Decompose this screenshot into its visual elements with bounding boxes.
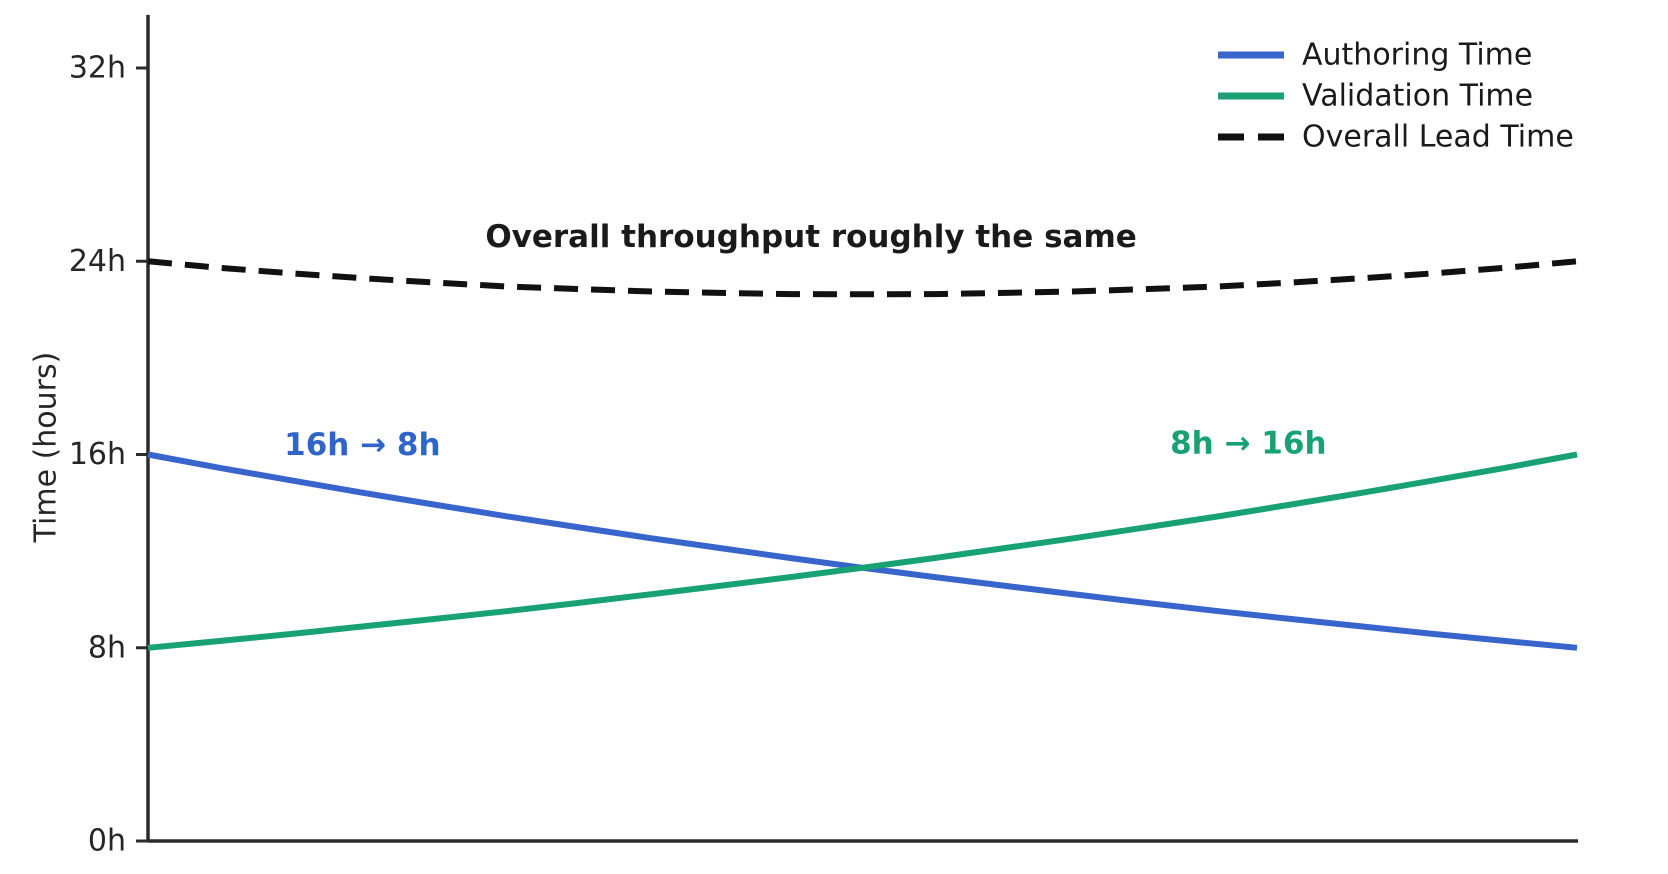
y-tick-label: 8h bbox=[88, 630, 126, 665]
y-tick-label: 16h bbox=[69, 437, 126, 472]
series-line-overall-lead-time bbox=[147, 258, 1578, 298]
y-tick-label: 32h bbox=[69, 51, 126, 86]
annotation-1: 8h → 16h bbox=[1170, 426, 1326, 462]
series-line-authoring-time bbox=[147, 451, 1578, 651]
y-tick-label: 0h bbox=[88, 824, 126, 859]
series-layer bbox=[147, 258, 1578, 651]
legend: Authoring Time Validation Time Overall Lea… bbox=[1218, 38, 1574, 155]
y-axis-label: Time (hours) bbox=[29, 352, 64, 544]
y-tick-label: 24h bbox=[69, 244, 126, 279]
legend-label-0: Authoring Time bbox=[1302, 38, 1532, 73]
annotation-2: Overall throughput roughly the same bbox=[485, 219, 1136, 255]
axes-layer: 0h 8h 16h 24h 32h Time (hours) bbox=[29, 14, 1578, 859]
series-line-validation-time bbox=[147, 451, 1578, 651]
legend-label-2: Overall Lead Time bbox=[1302, 120, 1574, 155]
legend-label-1: Validation Time bbox=[1302, 79, 1533, 114]
annotations-layer: 16h → 8h 8h → 16h Overall throughput rough… bbox=[284, 219, 1326, 463]
annotation-0: 16h → 8h bbox=[284, 427, 440, 463]
